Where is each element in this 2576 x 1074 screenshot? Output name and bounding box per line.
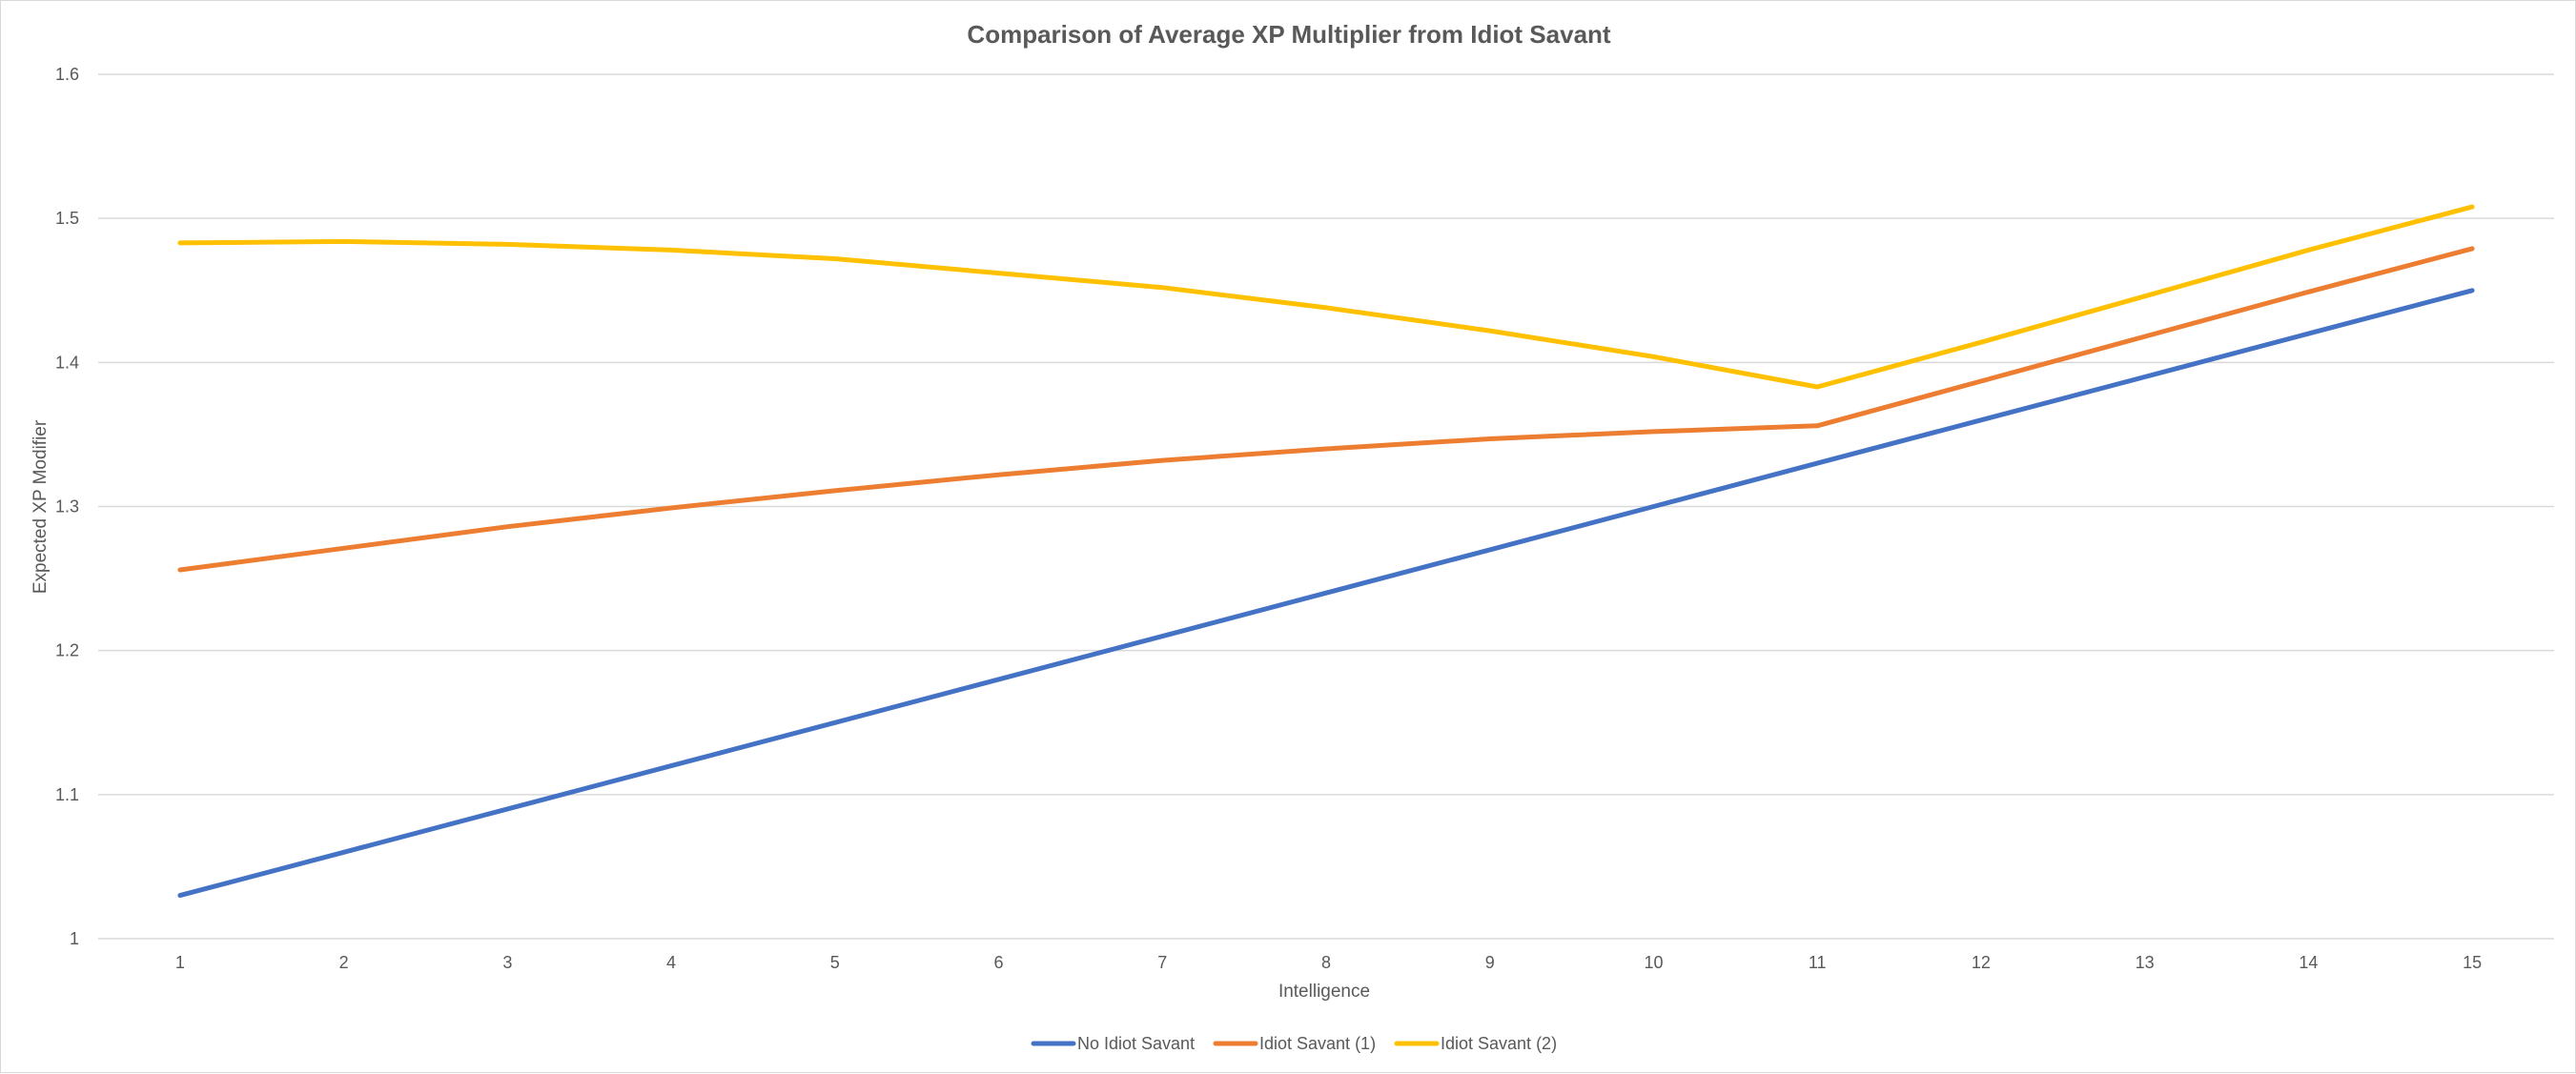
x-axis-tick-labels: 1 2 3 4 5 6 7 8 9 10 11 12 13 14 15	[175, 953, 2482, 972]
y-axis-title: Expected XP Modifier	[31, 419, 51, 594]
x-tick-label: 10	[1644, 953, 1663, 972]
y-axis-tick-labels: 1 1.1 1.2 1.3 1.4 1.5 1.6	[55, 65, 79, 948]
series-line-3	[177, 204, 2475, 390]
legend-label: Idiot Savant (2)	[1441, 1034, 1557, 1053]
legend-label: No Idiot Savant	[1077, 1034, 1195, 1053]
x-tick-label: 8	[1321, 953, 1331, 972]
x-tick-label: 12	[1972, 953, 1991, 972]
chart-title: Comparison of Average XP Multiplier from…	[967, 20, 1610, 49]
legend: No Idiot Savant Idiot Savant (1) Idiot Sav…	[1031, 1034, 1557, 1053]
x-tick-label: 9	[1485, 953, 1495, 972]
x-tick-label: 5	[830, 953, 840, 972]
x-tick-label: 4	[666, 953, 676, 972]
x-tick-label: 15	[2463, 953, 2482, 972]
y-tick-label: 1.5	[55, 209, 79, 228]
x-tick-label: 6	[994, 953, 1004, 972]
x-tick-label: 1	[175, 953, 185, 972]
y-tick-label: 1.6	[55, 65, 79, 84]
x-tick-label: 2	[339, 953, 349, 972]
y-tick-label: 1.2	[55, 641, 79, 660]
x-tick-label: 3	[502, 953, 512, 972]
x-tick-label: 7	[1157, 953, 1167, 972]
legend-label: Idiot Savant (1)	[1259, 1034, 1376, 1053]
y-tick-label: 1.3	[55, 497, 79, 517]
x-axis-title: Intelligence	[1278, 982, 1370, 1002]
series-line-2	[177, 246, 2475, 573]
y-tick-label: 1.4	[55, 353, 79, 372]
y-tick-label: 1	[70, 929, 79, 948]
series-line-1	[177, 288, 2475, 899]
y-tick-label: 1.1	[55, 785, 79, 804]
x-tick-label: 13	[2136, 953, 2155, 972]
series-lines	[177, 204, 2475, 899]
x-tick-label: 14	[2299, 953, 2318, 972]
gridlines	[98, 73, 2554, 796]
x-tick-label: 11	[1809, 953, 1827, 972]
